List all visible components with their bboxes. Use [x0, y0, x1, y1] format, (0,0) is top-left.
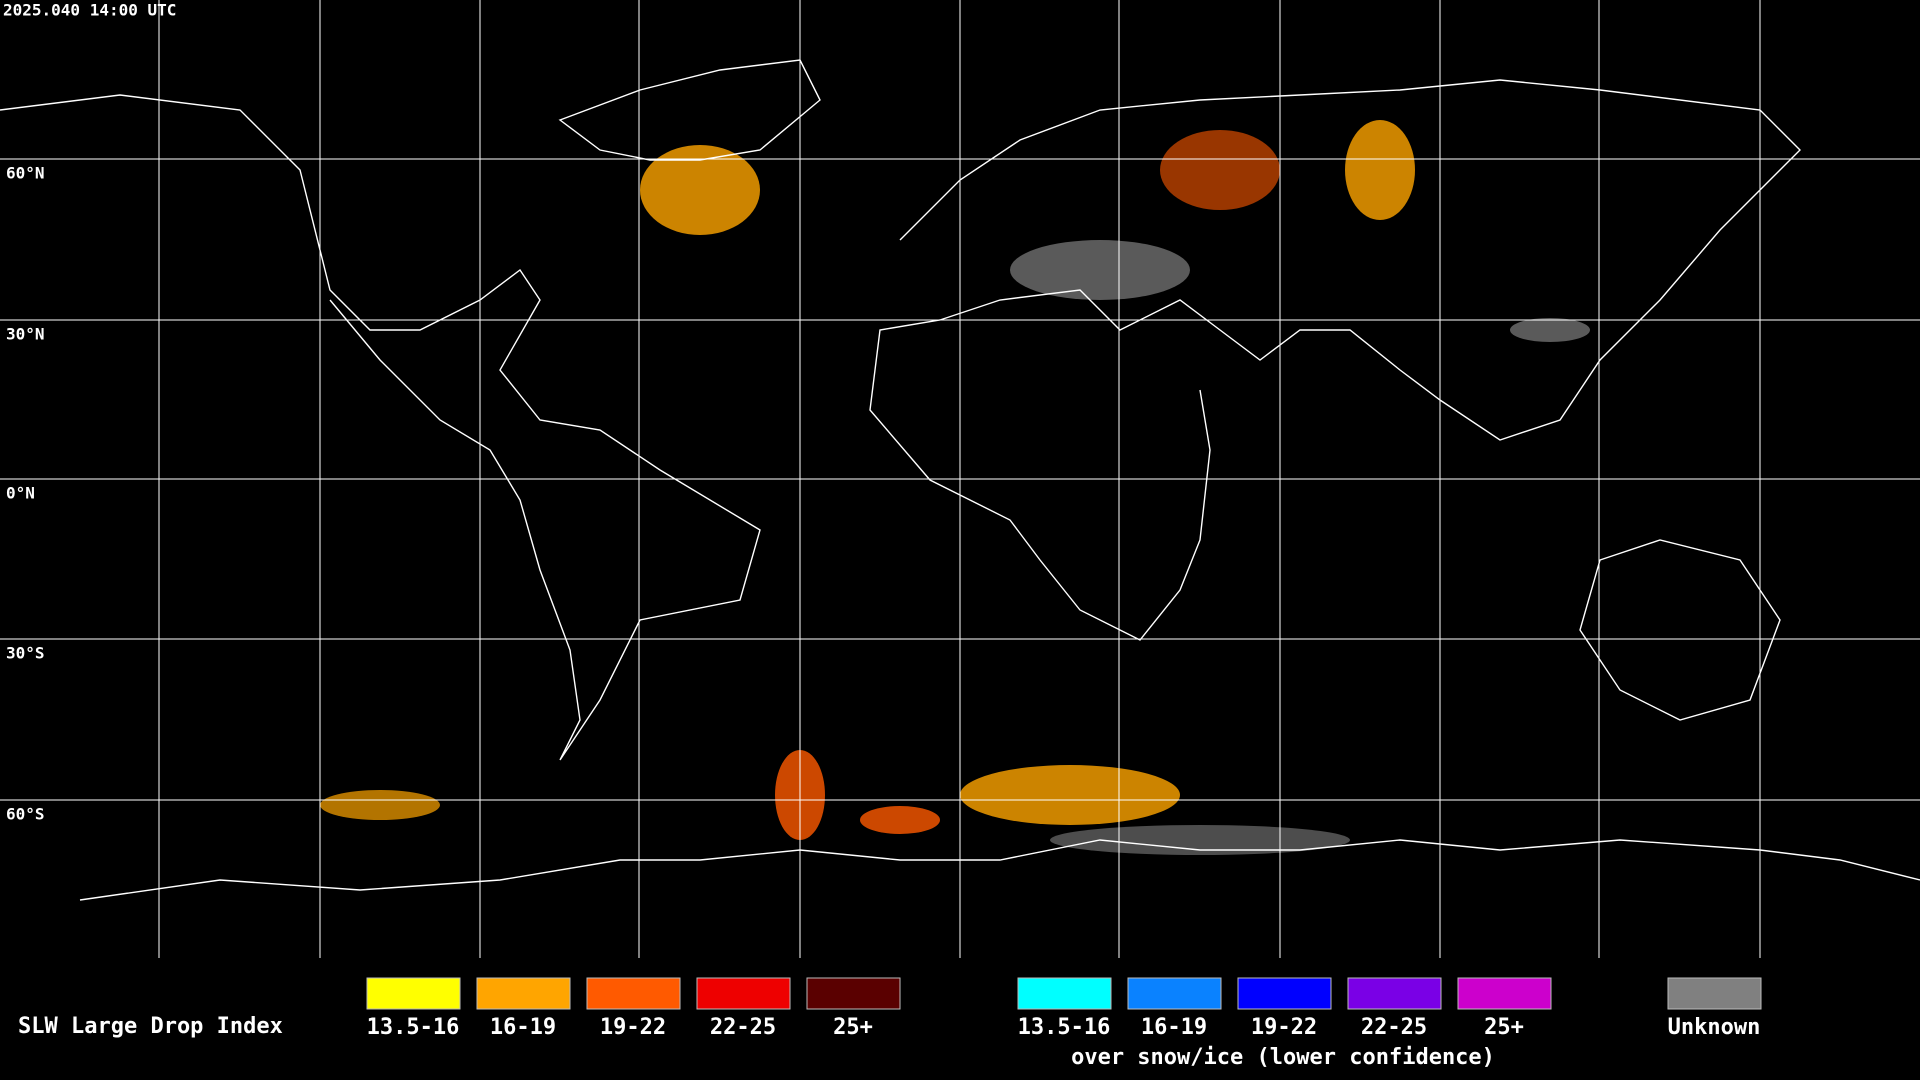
legend-swatch	[1017, 977, 1112, 1010]
latitude-label: 60°N	[6, 164, 45, 183]
legend-label: 13.5-16	[367, 1015, 460, 1040]
legend-label: 19-22	[600, 1015, 666, 1040]
legend-swatch	[366, 977, 461, 1010]
cloud-patches	[320, 120, 1590, 855]
legend-swatch	[806, 977, 901, 1010]
legend-label: 22-25	[710, 1015, 776, 1040]
legend-label: 16-19	[1141, 1015, 1207, 1040]
legend: SLW Large Drop Index 13.5-16 16-19 19-22 22-…	[18, 977, 1762, 1070]
latitude-label: 60°S	[6, 805, 45, 824]
legend-label: 16-19	[490, 1015, 556, 1040]
legend-label: Unknown	[1668, 1015, 1761, 1040]
legend-label: 25+	[1484, 1015, 1524, 1040]
legend-title: SLW Large Drop Index	[18, 1014, 283, 1039]
timestamp: 2025.040 14:00 UTC	[3, 1, 176, 20]
graticule	[0, 0, 1920, 958]
legend-label: 19-22	[1251, 1015, 1317, 1040]
legend-caption: over snow/ice (lower confidence)	[1071, 1045, 1495, 1070]
legend-label: 25+	[833, 1015, 873, 1040]
legend-label: 22-25	[1361, 1015, 1427, 1040]
latitude-label: 0°N	[6, 484, 35, 503]
legend-swatch	[586, 977, 681, 1010]
legend-swatch	[696, 977, 791, 1010]
labels: 2025.040 14:00 UTC 60°N 30°N 0°N 30°S 60°S	[3, 1, 176, 824]
legend-swatch	[1667, 977, 1762, 1010]
legend-swatch	[1347, 977, 1442, 1010]
latitude-label: 30°S	[6, 644, 45, 663]
coastlines	[0, 59, 1920, 901]
legend-swatch	[1127, 977, 1222, 1010]
legend-swatch	[1237, 977, 1332, 1010]
latitude-label: 30°N	[6, 325, 45, 344]
legend-swatch	[476, 977, 571, 1010]
legend-label: 13.5-16	[1018, 1015, 1111, 1040]
legend-swatch	[1457, 977, 1552, 1010]
